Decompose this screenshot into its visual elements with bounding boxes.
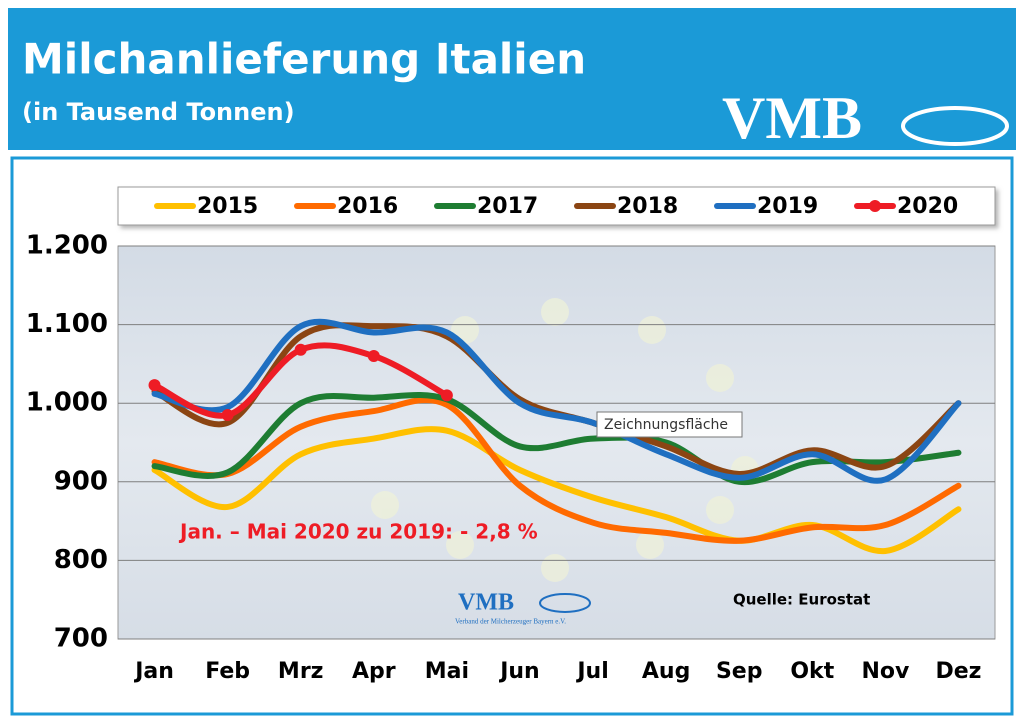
series-marker	[367, 350, 380, 363]
chart-title: Milchanlieferung Italien	[22, 35, 586, 84]
logo-swoosh	[901, 106, 1009, 146]
x-tick-label: Aug	[642, 659, 690, 684]
series-line	[151, 397, 962, 544]
legend-label: 2017	[477, 194, 538, 219]
plot-logo-caption: Verband der Milcherzeuger Bayern e.V.	[455, 618, 566, 626]
legend-label: 2015	[197, 194, 258, 219]
legend-marker	[869, 200, 881, 212]
legend-box	[117, 186, 996, 226]
y-tick-label: 1.100	[26, 309, 108, 339]
background-stars	[371, 298, 759, 582]
y-tick-label: 1.000	[26, 388, 108, 418]
plot-logo: VMB	[458, 590, 514, 616]
series-line	[151, 392, 962, 486]
header-logo: VMB	[722, 85, 862, 151]
x-tick-label: Apr	[352, 659, 396, 684]
y-tick-label: 800	[54, 545, 108, 575]
series-marker	[440, 389, 453, 402]
x-tick-label: Dez	[935, 659, 981, 684]
chart-layer: 700 800 900 1.000 1.100 1.200 Jan Feb Mrz Apr Mai J…	[26, 194, 995, 684]
x-tick-label: Feb	[205, 659, 250, 684]
x-tick-label: Sep	[716, 659, 763, 684]
x-tick-label: Okt	[790, 659, 834, 684]
x-tick-label: Nov	[861, 659, 910, 684]
legend-label: 2019	[757, 194, 818, 219]
legend-label: 2016	[337, 194, 398, 219]
tooltip-text: Zeichnungsfläche	[604, 417, 728, 433]
y-tick-label: 1.200	[26, 231, 108, 261]
annotation: Jan. – Mai 2020 zu 2019: - 2,8 %	[178, 520, 538, 544]
legend-label: 2018	[617, 194, 678, 219]
y-tick-label: 900	[54, 466, 108, 496]
source-note: Quelle: Eurostat	[733, 591, 870, 609]
x-tick-label: Jul	[575, 659, 608, 684]
series-line	[151, 318, 962, 484]
series-marker	[294, 343, 307, 356]
x-tick-label: Mrz	[278, 659, 324, 684]
x-tick-label: Jun	[498, 659, 540, 684]
series-marker	[148, 379, 161, 392]
plot-logo-swoosh	[539, 593, 591, 613]
y-tick-label: 700	[54, 624, 108, 654]
tooltip	[596, 411, 743, 438]
chart-subtitle: (in Tausend Tonnen)	[22, 98, 295, 126]
series-marker	[221, 408, 234, 421]
x-tick-label: Mai	[425, 659, 469, 684]
header-band	[8, 8, 1016, 150]
x-tick-label: Jan	[133, 659, 174, 684]
legend-label: 2020	[897, 194, 958, 219]
